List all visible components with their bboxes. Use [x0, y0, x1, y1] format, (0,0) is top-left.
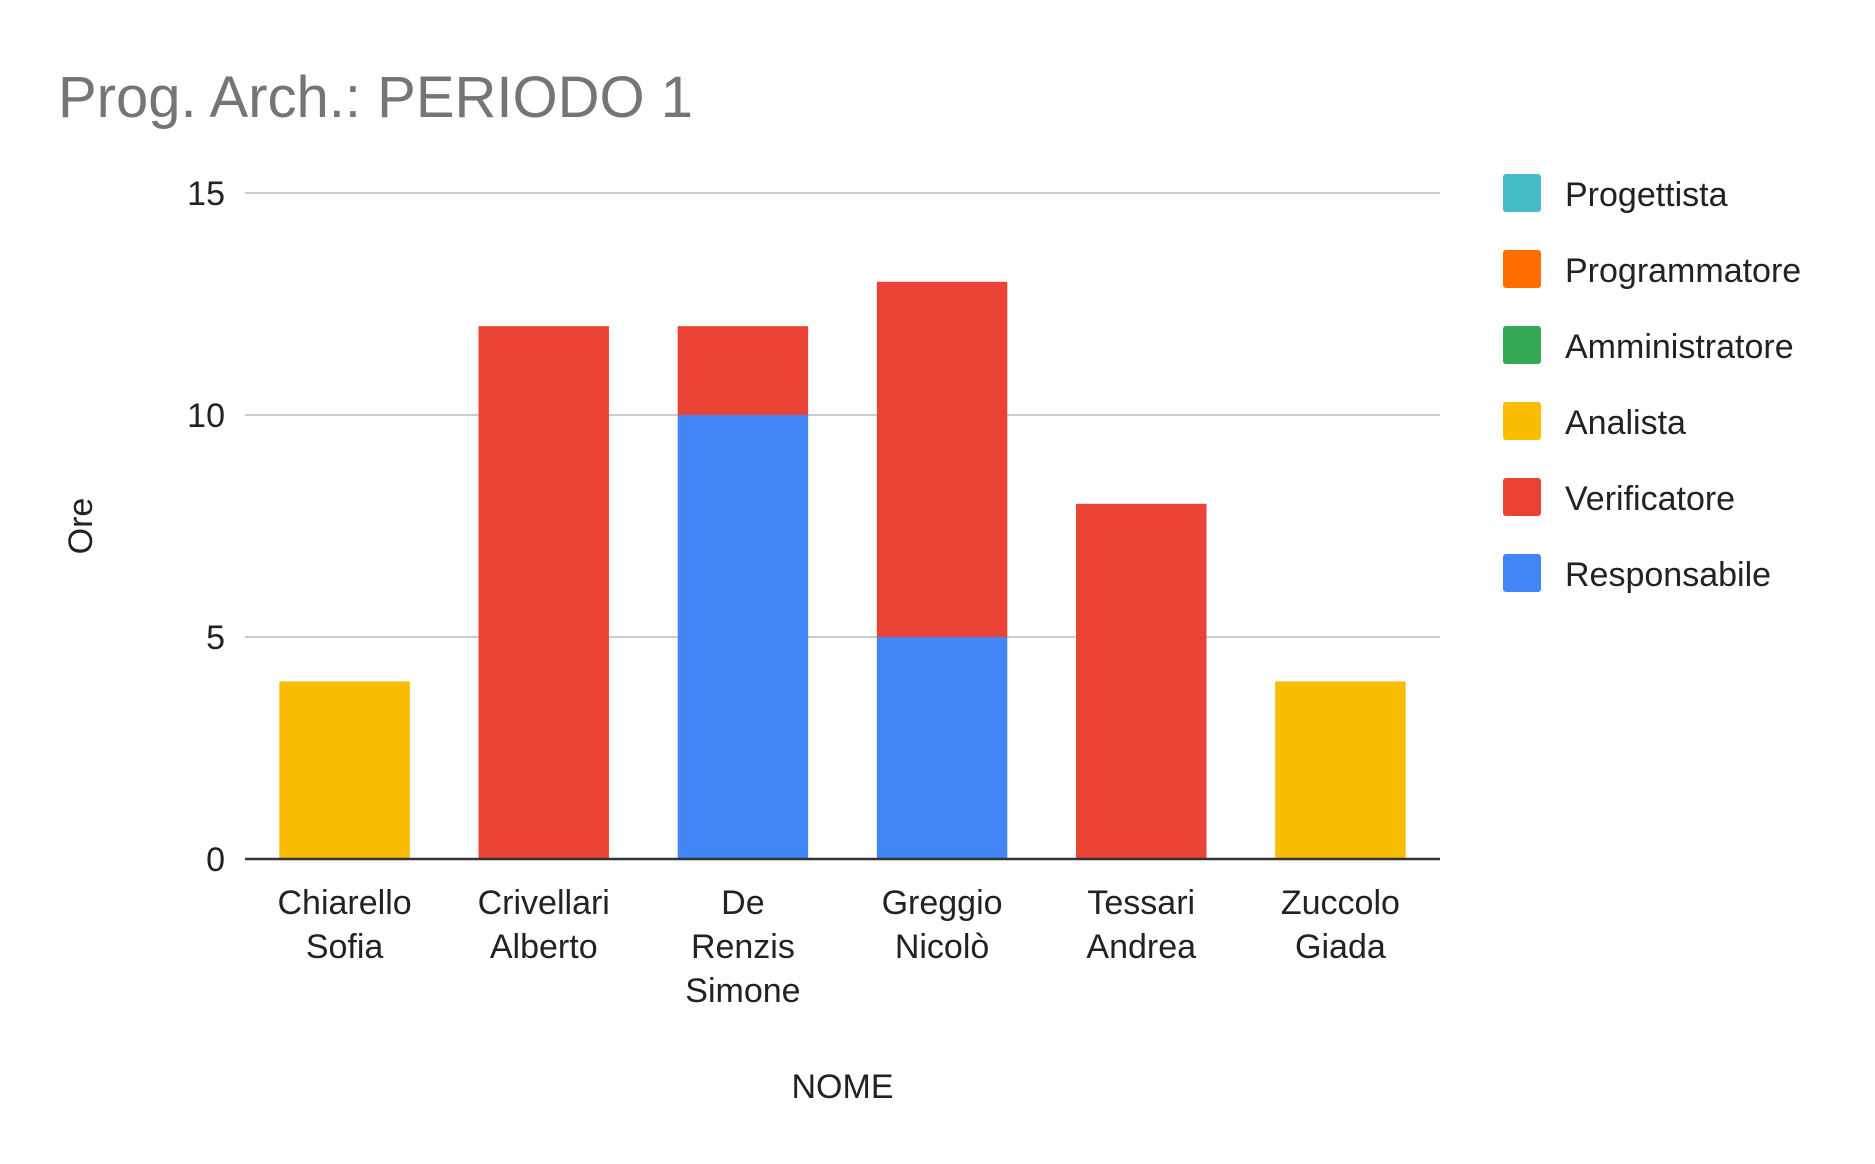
- x-category-label-line: Nicolò: [895, 928, 989, 966]
- x-axis-title: NOME: [792, 1068, 894, 1106]
- x-category-label: Crivellari Alberto: [478, 884, 610, 966]
- bar-segment: [1076, 503, 1207, 859]
- x-category-label: Chiarello Sofia: [277, 884, 411, 966]
- x-category-label-line: Renzis: [691, 928, 795, 966]
- y-axis-title: Ore: [62, 498, 100, 555]
- x-category-label-line: De: [721, 884, 764, 922]
- x-category-label-line: Greggio: [882, 884, 1003, 922]
- x-category-label-line: Zuccolo: [1281, 884, 1400, 922]
- x-category-label-line: Crivellari: [478, 884, 610, 922]
- bar-segment: [677, 415, 809, 859]
- bar-segment: [279, 681, 410, 859]
- x-category-label-line: Tessari: [1087, 884, 1195, 922]
- x-category-label-line: Chiarello: [277, 884, 411, 922]
- y-tick-label: 10: [187, 397, 225, 435]
- x-category-label-line: Andrea: [1086, 928, 1196, 966]
- x-category-label: Greggio Nicolò: [882, 884, 1003, 966]
- y-tick-label: 0: [206, 841, 225, 879]
- legend-label: Responsabile: [1565, 556, 1771, 594]
- legend-swatch: [1503, 478, 1541, 516]
- y-tick-label: 15: [187, 175, 225, 213]
- y-axis-ticks: 0 5 10 15: [187, 175, 225, 879]
- bar-segment: [876, 637, 1008, 859]
- bar-segment: [478, 326, 609, 859]
- legend-label: Verificatore: [1565, 480, 1735, 518]
- x-category-label-line: Simone: [685, 972, 800, 1010]
- y-tick-label: 5: [206, 619, 225, 657]
- x-category-label-line: Alberto: [490, 928, 598, 966]
- x-category-label: De Renzis Simone: [685, 884, 800, 1010]
- bar-segment: [677, 326, 809, 415]
- x-category-label-line: Sofia: [306, 928, 384, 966]
- x-category-label: Zuccolo Giada: [1281, 884, 1400, 966]
- legend-swatch: [1503, 174, 1541, 212]
- bar-segment: [1275, 681, 1406, 859]
- x-category-label-line: Giada: [1295, 928, 1386, 966]
- legend-label: Programmatore: [1565, 252, 1801, 290]
- legend: Progettista Programmatore Amministratore An…: [1503, 174, 1801, 594]
- bars: [279, 281, 1406, 859]
- chart-title: Prog. Arch.: PERIODO 1: [58, 65, 693, 130]
- x-category-labels: Chiarello Sofia Crivellari Alberto De Renzis S…: [277, 884, 1399, 1010]
- legend-swatch: [1503, 326, 1541, 364]
- gridlines: [245, 192, 1440, 638]
- bar-segment: [876, 281, 1008, 637]
- legend-swatch: [1503, 250, 1541, 288]
- legend-swatch: [1503, 402, 1541, 440]
- x-category-label: Tessari Andrea: [1086, 884, 1196, 966]
- legend-label: Amministratore: [1565, 328, 1794, 366]
- legend-swatch: [1503, 554, 1541, 592]
- legend-label: Progettista: [1565, 176, 1728, 214]
- legend-label: Analista: [1565, 404, 1686, 442]
